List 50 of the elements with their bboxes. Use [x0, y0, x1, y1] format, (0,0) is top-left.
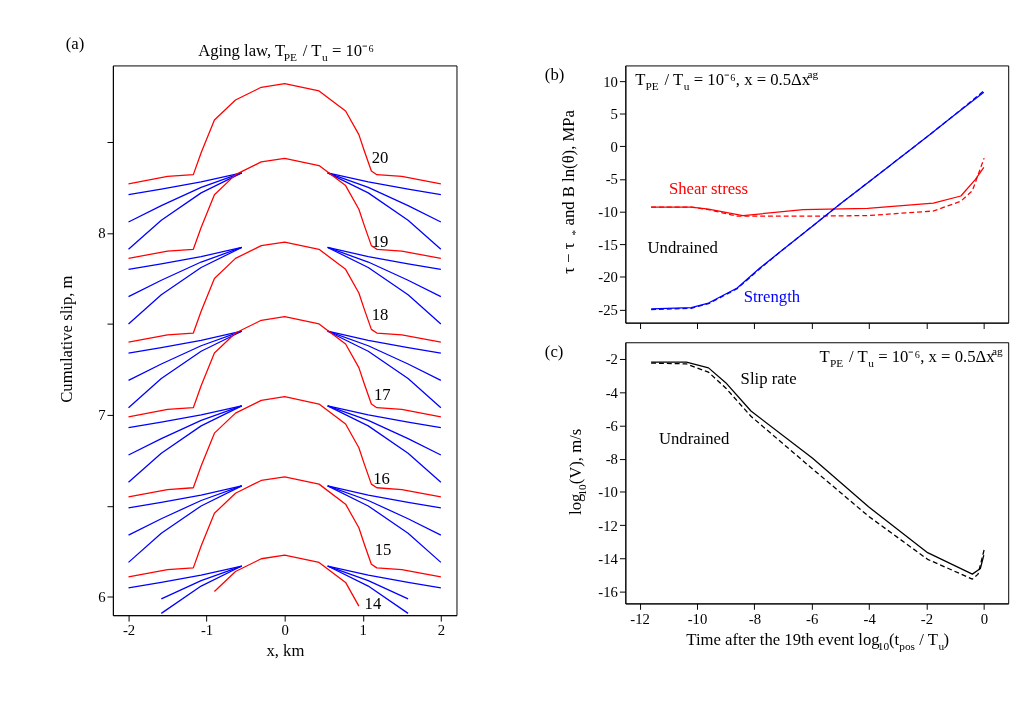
y-tick-label: -2	[605, 351, 618, 368]
y-tick-label: -12	[598, 517, 618, 534]
text: (c)	[544, 342, 564, 361]
annotation: 19	[371, 231, 389, 251]
x-tick-label: -10	[687, 610, 708, 627]
y-tick-label: -25	[598, 301, 618, 318]
y-axis-title: Cumulative slip, m	[56, 275, 76, 403]
annotation: 15	[374, 539, 392, 559]
annotation: 20	[371, 148, 389, 168]
y-tick-label: 0	[610, 138, 618, 155]
annotation: 14	[364, 594, 382, 614]
annotation: 17	[373, 384, 391, 404]
x-tick-label: -6	[806, 610, 819, 627]
series-label: Slip rate	[740, 369, 797, 389]
x-tick-label: -2	[122, 622, 136, 639]
y-tick-label: -6	[605, 417, 618, 434]
annotation: 16	[373, 468, 390, 488]
y-tick-label: 5	[610, 106, 618, 123]
x-tick-label: -12	[630, 610, 650, 627]
y-tick-label: -4	[605, 384, 619, 401]
x-tick-label: -2	[920, 610, 934, 627]
y-tick-label: -16	[598, 584, 618, 601]
y-tick-label: 10	[603, 73, 618, 90]
y-tick-label: -15	[598, 236, 618, 253]
annotation: Undrained	[658, 429, 731, 449]
x-tick-label: 0	[980, 610, 988, 627]
series-label: Shear stress	[668, 179, 749, 199]
y-tick-label: 8	[98, 225, 106, 242]
y-tick-label: -10	[598, 204, 618, 221]
x-tick-label: 1	[359, 622, 367, 639]
y-tick-label: -10	[598, 484, 618, 501]
annotation: Undrained	[647, 238, 719, 258]
y-tick-label: -20	[598, 269, 618, 286]
y-tick-label: -5	[605, 171, 618, 188]
y-tick-label: -8	[605, 451, 618, 468]
text: (b)	[544, 65, 565, 85]
x-tick-label: -8	[748, 610, 762, 627]
series-label: Strength	[743, 287, 801, 307]
y-axis-title: log10(V), m/s	[566, 428, 589, 515]
text: (a)	[65, 33, 85, 53]
annotation: 18	[371, 304, 389, 324]
y-tick-label: 6	[98, 589, 106, 606]
y-tick-label: 7	[98, 407, 106, 424]
y-axis-title: τ − τ* and B ln(θ), MPa	[559, 109, 582, 274]
y-tick-label: -14	[598, 550, 619, 567]
x-tick-label: 0	[281, 622, 289, 639]
x-axis-title: x, km	[266, 641, 305, 661]
x-tick-label: -1	[200, 622, 214, 639]
x-tick-label: -4	[863, 610, 877, 627]
x-tick-label: 2	[437, 622, 446, 639]
